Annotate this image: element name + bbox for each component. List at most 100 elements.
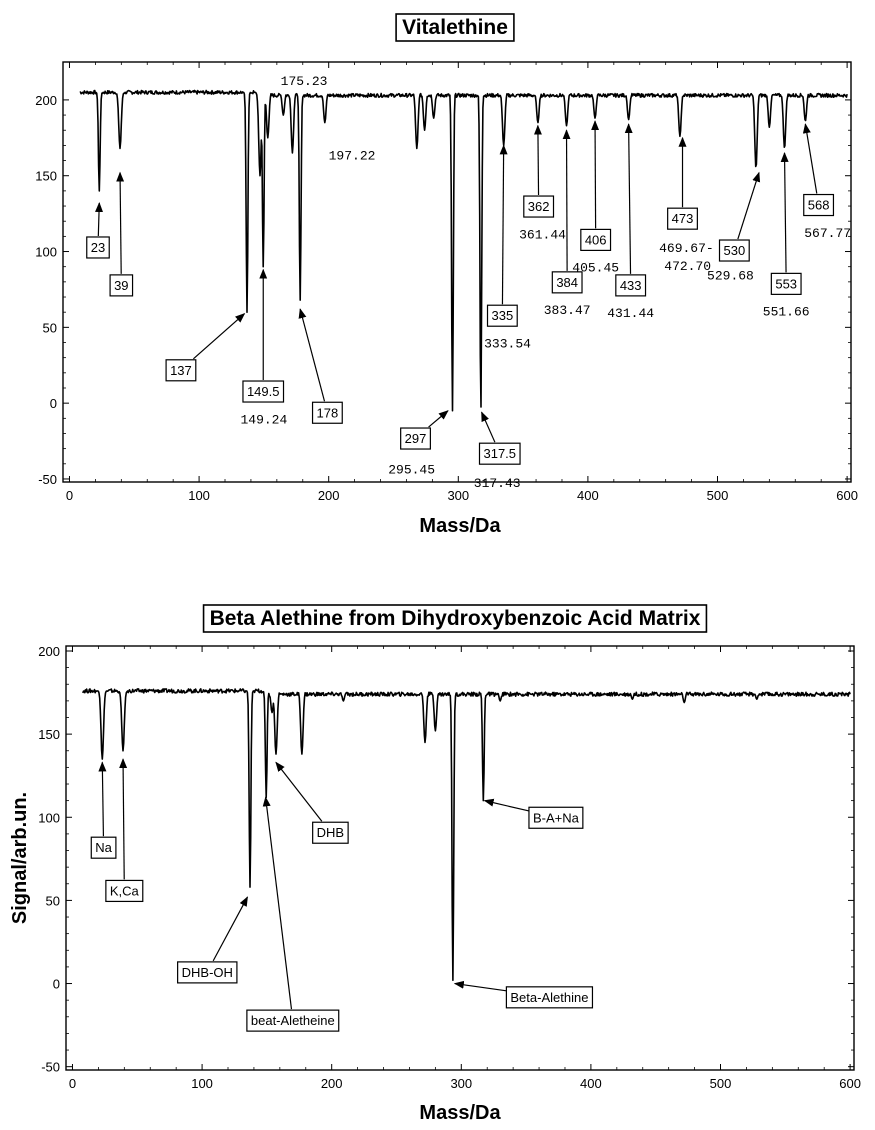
y-tick-label: -50 bbox=[41, 1060, 60, 1075]
peak-label-box bbox=[242, 380, 285, 403]
peak-label: 433 bbox=[620, 278, 642, 293]
peak-arrow bbox=[428, 410, 449, 428]
x-axis-label: Mass/Da bbox=[419, 1102, 501, 1124]
peak-label: 39 bbox=[114, 278, 128, 293]
x-tick-label: 600 bbox=[836, 488, 858, 503]
peak-label: Beta-Alethine bbox=[510, 990, 588, 1005]
chart-title: Beta Alethine from Dihydroxybenzoic Acid… bbox=[210, 607, 701, 630]
peak-label-box bbox=[770, 272, 802, 295]
x-tick-label: 0 bbox=[69, 1076, 76, 1091]
spectrum-line bbox=[82, 688, 851, 982]
peak-label-box bbox=[90, 836, 117, 859]
peak-label: 406 bbox=[585, 232, 607, 247]
peak-label-box bbox=[246, 1009, 340, 1032]
peak-arrow bbox=[624, 123, 633, 274]
peak-mass-value: 361.44 bbox=[519, 227, 566, 242]
peak-label: DHB-OH bbox=[182, 965, 233, 980]
peak-label-box bbox=[580, 228, 612, 252]
peak-arrow bbox=[533, 124, 542, 196]
y-tick-label: 0 bbox=[53, 977, 60, 992]
peak-arrow bbox=[453, 980, 507, 992]
peak-label: 178 bbox=[317, 405, 339, 420]
peak-mass-value: 149.24 bbox=[240, 412, 287, 427]
peak-mass-value: 333.54 bbox=[484, 337, 531, 352]
peak-mass-value: 551.66 bbox=[763, 305, 810, 320]
peak-arrow bbox=[591, 120, 600, 229]
peak-label-box bbox=[400, 427, 431, 450]
y-tick-label: 100 bbox=[38, 810, 60, 825]
peak-label: beat-Aletheine bbox=[251, 1013, 335, 1028]
peak-label-box bbox=[177, 961, 238, 984]
peak-arrow bbox=[499, 144, 508, 305]
peak-label-box bbox=[478, 442, 521, 465]
y-tick-label: 200 bbox=[35, 93, 57, 108]
y-axis-label: Signal/arb.un. bbox=[9, 792, 31, 924]
peak-label: 149.5 bbox=[247, 384, 280, 399]
peak-arrow bbox=[780, 151, 789, 273]
y-tick-label: -50 bbox=[38, 472, 57, 487]
chart-title: Vitalethine bbox=[402, 16, 508, 39]
x-tick-label: 100 bbox=[191, 1076, 213, 1091]
peak-label: 553 bbox=[775, 276, 797, 291]
peak-label-box bbox=[486, 304, 518, 327]
peak-label-box bbox=[551, 271, 583, 294]
y-tick-label: 50 bbox=[43, 320, 57, 335]
peak-label: 473 bbox=[672, 211, 694, 226]
peak-label-box bbox=[311, 401, 343, 424]
peak-label: 297 bbox=[405, 431, 427, 446]
peak-mass-value: 529.68 bbox=[707, 268, 754, 283]
peak-mass-value: 197.22 bbox=[329, 148, 376, 163]
beta-alethine-chart: Beta Alethine from Dihydroxybenzoic Acid… bbox=[9, 604, 861, 1124]
y-tick-label: 150 bbox=[35, 169, 57, 184]
peak-arrow bbox=[212, 896, 248, 962]
peak-label: 384 bbox=[556, 275, 578, 290]
peak-mass-value: 405.45 bbox=[572, 261, 619, 276]
peak-mass-value: 295.45 bbox=[388, 462, 435, 477]
peak-label-box bbox=[312, 821, 349, 844]
peak-label: B-A+Na bbox=[533, 810, 580, 825]
peak-arrow bbox=[116, 171, 125, 274]
y-tick-label: 100 bbox=[35, 245, 57, 260]
peak-arrow bbox=[481, 411, 496, 443]
peak-arrow bbox=[275, 761, 323, 822]
peak-label: 335 bbox=[492, 308, 514, 323]
x-tick-label: 300 bbox=[447, 488, 469, 503]
x-tick-label: 300 bbox=[450, 1076, 472, 1091]
peak-label-box bbox=[667, 207, 698, 230]
peak-label-box bbox=[165, 359, 197, 382]
x-tick-label: 100 bbox=[188, 488, 210, 503]
peak-arrow bbox=[562, 129, 571, 271]
plot-frame bbox=[65, 645, 855, 1071]
peak-arrow bbox=[98, 761, 107, 837]
x-tick-label: 0 bbox=[66, 488, 73, 503]
peak-label: 137 bbox=[170, 363, 192, 378]
peak-label: Na bbox=[95, 840, 112, 855]
peak-label-box bbox=[803, 193, 835, 217]
peak-mass-value: 431.44 bbox=[607, 306, 654, 321]
peak-label: 317.5 bbox=[483, 446, 516, 461]
x-tick-label: 400 bbox=[580, 1076, 602, 1091]
peak-label-box bbox=[105, 879, 144, 903]
peak-label: 23 bbox=[91, 240, 105, 255]
x-tick-label: 500 bbox=[707, 488, 729, 503]
peak-mass-value: 175.23 bbox=[281, 74, 328, 89]
x-tick-label: 200 bbox=[318, 488, 340, 503]
y-tick-label: 0 bbox=[50, 396, 57, 411]
peak-arrow bbox=[483, 798, 530, 812]
peak-label: 530 bbox=[724, 243, 746, 258]
peak-arrow bbox=[262, 796, 293, 1010]
peak-arrow bbox=[192, 313, 246, 360]
peak-mass-value: 469.67- bbox=[659, 241, 714, 256]
peak-mass-value: 472.70 bbox=[664, 259, 711, 274]
peak-label-box bbox=[109, 274, 134, 297]
peak-label-box bbox=[528, 806, 584, 829]
x-tick-label: 400 bbox=[577, 488, 599, 503]
peak-label: K,Ca bbox=[110, 883, 140, 898]
y-tick-label: 150 bbox=[38, 727, 60, 742]
peak-mass-value: 317.43 bbox=[474, 476, 521, 491]
peak-label-box bbox=[615, 274, 647, 297]
peak-label-box bbox=[718, 239, 750, 262]
peak-label-box bbox=[86, 236, 110, 259]
peak-arrow bbox=[119, 758, 128, 880]
